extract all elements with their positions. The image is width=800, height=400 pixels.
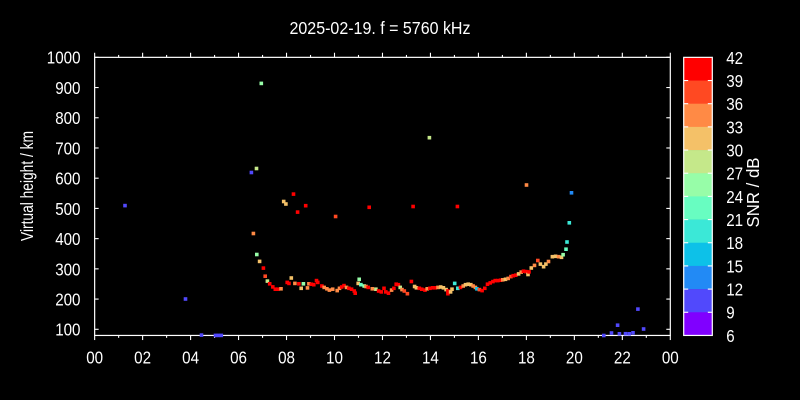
svg-text:08: 08 bbox=[278, 347, 295, 367]
svg-text:1000: 1000 bbox=[47, 48, 81, 68]
svg-text:20: 20 bbox=[566, 347, 583, 367]
svg-text:15: 15 bbox=[726, 256, 743, 276]
svg-text:700: 700 bbox=[55, 138, 80, 158]
svg-text:02: 02 bbox=[134, 347, 151, 367]
svg-text:6: 6 bbox=[726, 326, 735, 346]
svg-text:18: 18 bbox=[518, 347, 535, 367]
svg-text:SNR / dB: SNR / dB bbox=[743, 158, 763, 228]
svg-text:800: 800 bbox=[55, 108, 80, 128]
svg-text:500: 500 bbox=[55, 199, 80, 219]
svg-text:16: 16 bbox=[470, 347, 487, 367]
svg-text:9: 9 bbox=[726, 303, 734, 323]
svg-text:18: 18 bbox=[726, 233, 743, 253]
svg-text:10: 10 bbox=[326, 347, 343, 367]
svg-text:00: 00 bbox=[662, 347, 679, 367]
svg-text:36: 36 bbox=[726, 94, 743, 114]
svg-text:12: 12 bbox=[374, 347, 391, 367]
svg-text:900: 900 bbox=[55, 78, 80, 98]
svg-text:24: 24 bbox=[726, 187, 743, 207]
svg-text:600: 600 bbox=[55, 169, 80, 189]
svg-text:27: 27 bbox=[726, 164, 743, 184]
svg-text:100: 100 bbox=[55, 320, 80, 340]
svg-text:22: 22 bbox=[614, 347, 631, 367]
svg-text:39: 39 bbox=[726, 71, 743, 91]
svg-text:42: 42 bbox=[726, 48, 743, 68]
svg-text:33: 33 bbox=[726, 117, 743, 137]
svg-text:200: 200 bbox=[55, 289, 80, 309]
svg-text:00: 00 bbox=[86, 347, 103, 367]
svg-text:Virtual height / km: Virtual height / km bbox=[17, 131, 37, 241]
svg-text:30: 30 bbox=[726, 140, 743, 160]
svg-text:04: 04 bbox=[182, 347, 199, 367]
svg-text:21: 21 bbox=[726, 210, 743, 230]
svg-text:2025-02-19. f = 5760 kHz: 2025-02-19. f = 5760 kHz bbox=[290, 18, 471, 38]
svg-text:14: 14 bbox=[422, 347, 439, 367]
svg-text:300: 300 bbox=[55, 259, 80, 279]
svg-text:12: 12 bbox=[726, 280, 743, 300]
svg-text:06: 06 bbox=[230, 347, 247, 367]
svg-text:400: 400 bbox=[55, 229, 80, 249]
